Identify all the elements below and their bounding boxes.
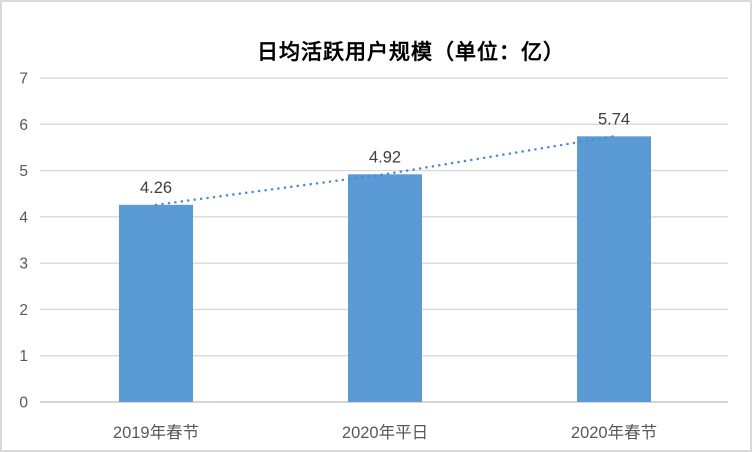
bar-data-label: 5.74 (598, 110, 630, 128)
y-tick-label: 0 (19, 395, 28, 412)
y-tick-label: 5 (19, 163, 28, 180)
x-category-label: 2020年春节 (571, 423, 657, 442)
bar-data-label: 4.26 (140, 179, 172, 197)
y-tick-label: 2 (19, 302, 28, 319)
bar-data-label: 4.92 (369, 148, 401, 166)
bar (119, 204, 193, 402)
y-tick-label: 3 (19, 256, 28, 273)
x-category-label: 2019年春节 (113, 423, 199, 442)
y-tick-label: 1 (19, 348, 28, 365)
y-tick-label: 6 (19, 117, 28, 134)
chart-title: 日均活跃用户规模（单位：亿） (257, 41, 565, 64)
y-tick-label: 7 (19, 71, 28, 88)
bar (577, 136, 651, 402)
x-category-label: 2020年平日 (342, 423, 428, 442)
trendline (154, 135, 616, 207)
y-tick-label: 4 (19, 209, 28, 226)
bar (348, 174, 422, 402)
